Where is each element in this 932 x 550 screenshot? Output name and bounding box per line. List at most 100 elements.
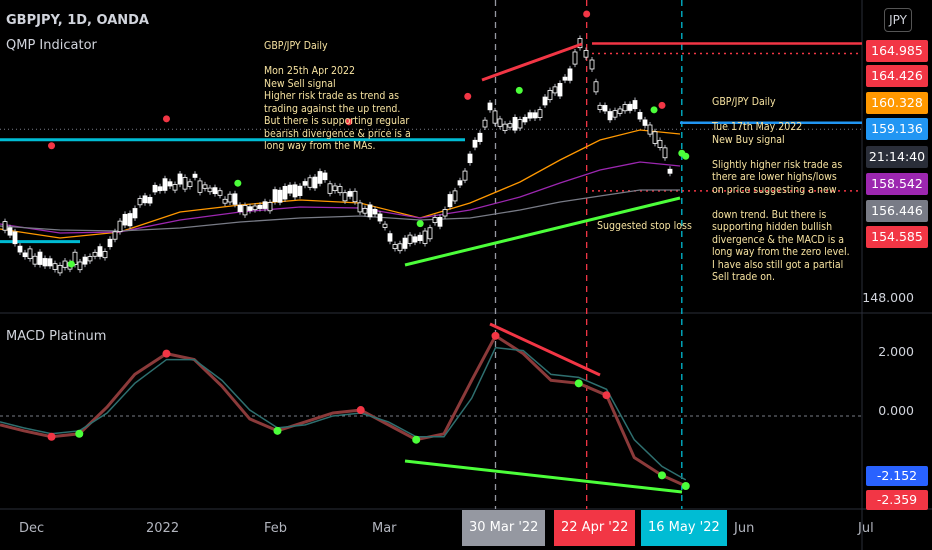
candle-body: [557, 83, 563, 97]
candle-body: [127, 213, 133, 227]
macd-signal-dot: [412, 435, 421, 444]
candle-body: [172, 184, 178, 191]
candle-body: [92, 251, 98, 257]
time-label: Dec: [19, 521, 45, 536]
time-label: Mar: [372, 521, 397, 536]
candle-body: [647, 124, 653, 135]
candle-body: [517, 119, 523, 129]
candle-body: [437, 216, 443, 227]
candle-body: [367, 204, 373, 218]
candle-body: [212, 187, 218, 195]
candle-body: [42, 258, 48, 267]
macd-line: [0, 346, 687, 481]
candle-body: [122, 213, 128, 226]
candle-body: [427, 227, 433, 240]
candle-body: [277, 189, 283, 203]
candle-body: [482, 119, 488, 128]
note-line: on price suggesting a new: [712, 183, 837, 196]
candle-body: [22, 252, 28, 258]
macd-signal-dot: [602, 391, 611, 400]
candle-body: [577, 38, 583, 49]
candle-body: [102, 251, 108, 259]
candle-body: [312, 176, 318, 189]
candle-body: [612, 110, 618, 118]
note-line: But there is supporting regular: [264, 115, 410, 127]
candle-body: [327, 183, 333, 194]
candle-body: [162, 178, 168, 191]
sell-signal-dot: [583, 10, 591, 18]
note-line: [712, 196, 850, 209]
candle-body: [589, 59, 595, 70]
candle-body: [47, 258, 53, 267]
price-divergence-line: [481, 42, 583, 82]
buy-signal-dot: [650, 106, 658, 114]
indicator-label[interactable]: QMP Indicator: [6, 38, 97, 53]
candle-body: [182, 177, 188, 190]
note-line: divergence & the MACD is a: [712, 233, 845, 246]
candle-body: [317, 171, 323, 184]
candle-body: [112, 231, 118, 240]
candle-body: [372, 208, 378, 215]
macd-tick: 0.000: [878, 403, 914, 418]
price-tag: 160.328: [866, 92, 928, 114]
note-line: Tue 17th May 2022: [712, 121, 803, 133]
candle-body: [402, 237, 408, 249]
macd-signal-dot: [657, 471, 666, 480]
support-trendline: [404, 196, 681, 267]
buy-signal-dot: [67, 260, 75, 268]
candle-body: [662, 147, 668, 159]
candle-body: [507, 123, 513, 128]
candle-body: [572, 51, 578, 65]
candle-body: [27, 248, 33, 260]
candle-body: [347, 191, 353, 197]
candle-body: [202, 184, 208, 189]
symbol-title[interactable]: GBPJPY, 1D, OANDA: [6, 13, 149, 28]
sell-signal-dot: [48, 142, 56, 150]
candle-body: [252, 205, 258, 211]
candle-body: [32, 255, 38, 265]
note-line: Slightly higher risk trade as: [712, 158, 843, 171]
note-line: New Buy signal: [712, 133, 785, 146]
note-line: supporting hidden bullish: [712, 221, 833, 233]
candle-body: [242, 205, 248, 216]
candle-body: [502, 123, 508, 132]
candle-body: [597, 104, 603, 110]
date-badge: 30 Mar '22: [462, 510, 546, 546]
candle-body: [117, 220, 123, 232]
candle-body: [532, 112, 538, 119]
candle-body: [412, 236, 418, 243]
candle-body: [57, 265, 63, 274]
candle-body: [382, 223, 388, 228]
candle-body: [322, 172, 328, 181]
moving-average: [0, 189, 680, 232]
note-line: New Sell signal: [264, 77, 336, 90]
macd-signal-dot: [356, 406, 365, 415]
macd-signal-dot: [75, 429, 84, 438]
candle-body: [617, 108, 623, 114]
candle-body: [602, 105, 608, 112]
price-tag: 164.985: [866, 40, 928, 62]
time-label: Feb: [264, 521, 288, 536]
sell-signal-dot: [464, 92, 472, 100]
candle-body: [637, 112, 643, 120]
candle-body: [422, 230, 428, 244]
candle-body: [152, 184, 158, 193]
sell-signal-dot: [162, 115, 170, 123]
candle-body: [157, 186, 163, 192]
macd-label[interactable]: MACD Platinum: [6, 329, 107, 344]
note-line: I have also still got a partial: [712, 258, 844, 271]
candle-body: [642, 119, 648, 126]
candle-body: [77, 261, 83, 271]
candle-body: [377, 213, 383, 222]
macd-signal-dot: [574, 379, 583, 388]
candle-body: [567, 68, 573, 81]
candle-body: [472, 139, 478, 148]
time-label: 2022: [146, 521, 180, 536]
currency-button[interactable]: JPY: [884, 8, 912, 32]
candle-body: [247, 206, 253, 211]
date-badge: 22 Apr '22: [554, 510, 636, 546]
candle-body: [527, 112, 533, 119]
candle-body: [307, 177, 313, 188]
